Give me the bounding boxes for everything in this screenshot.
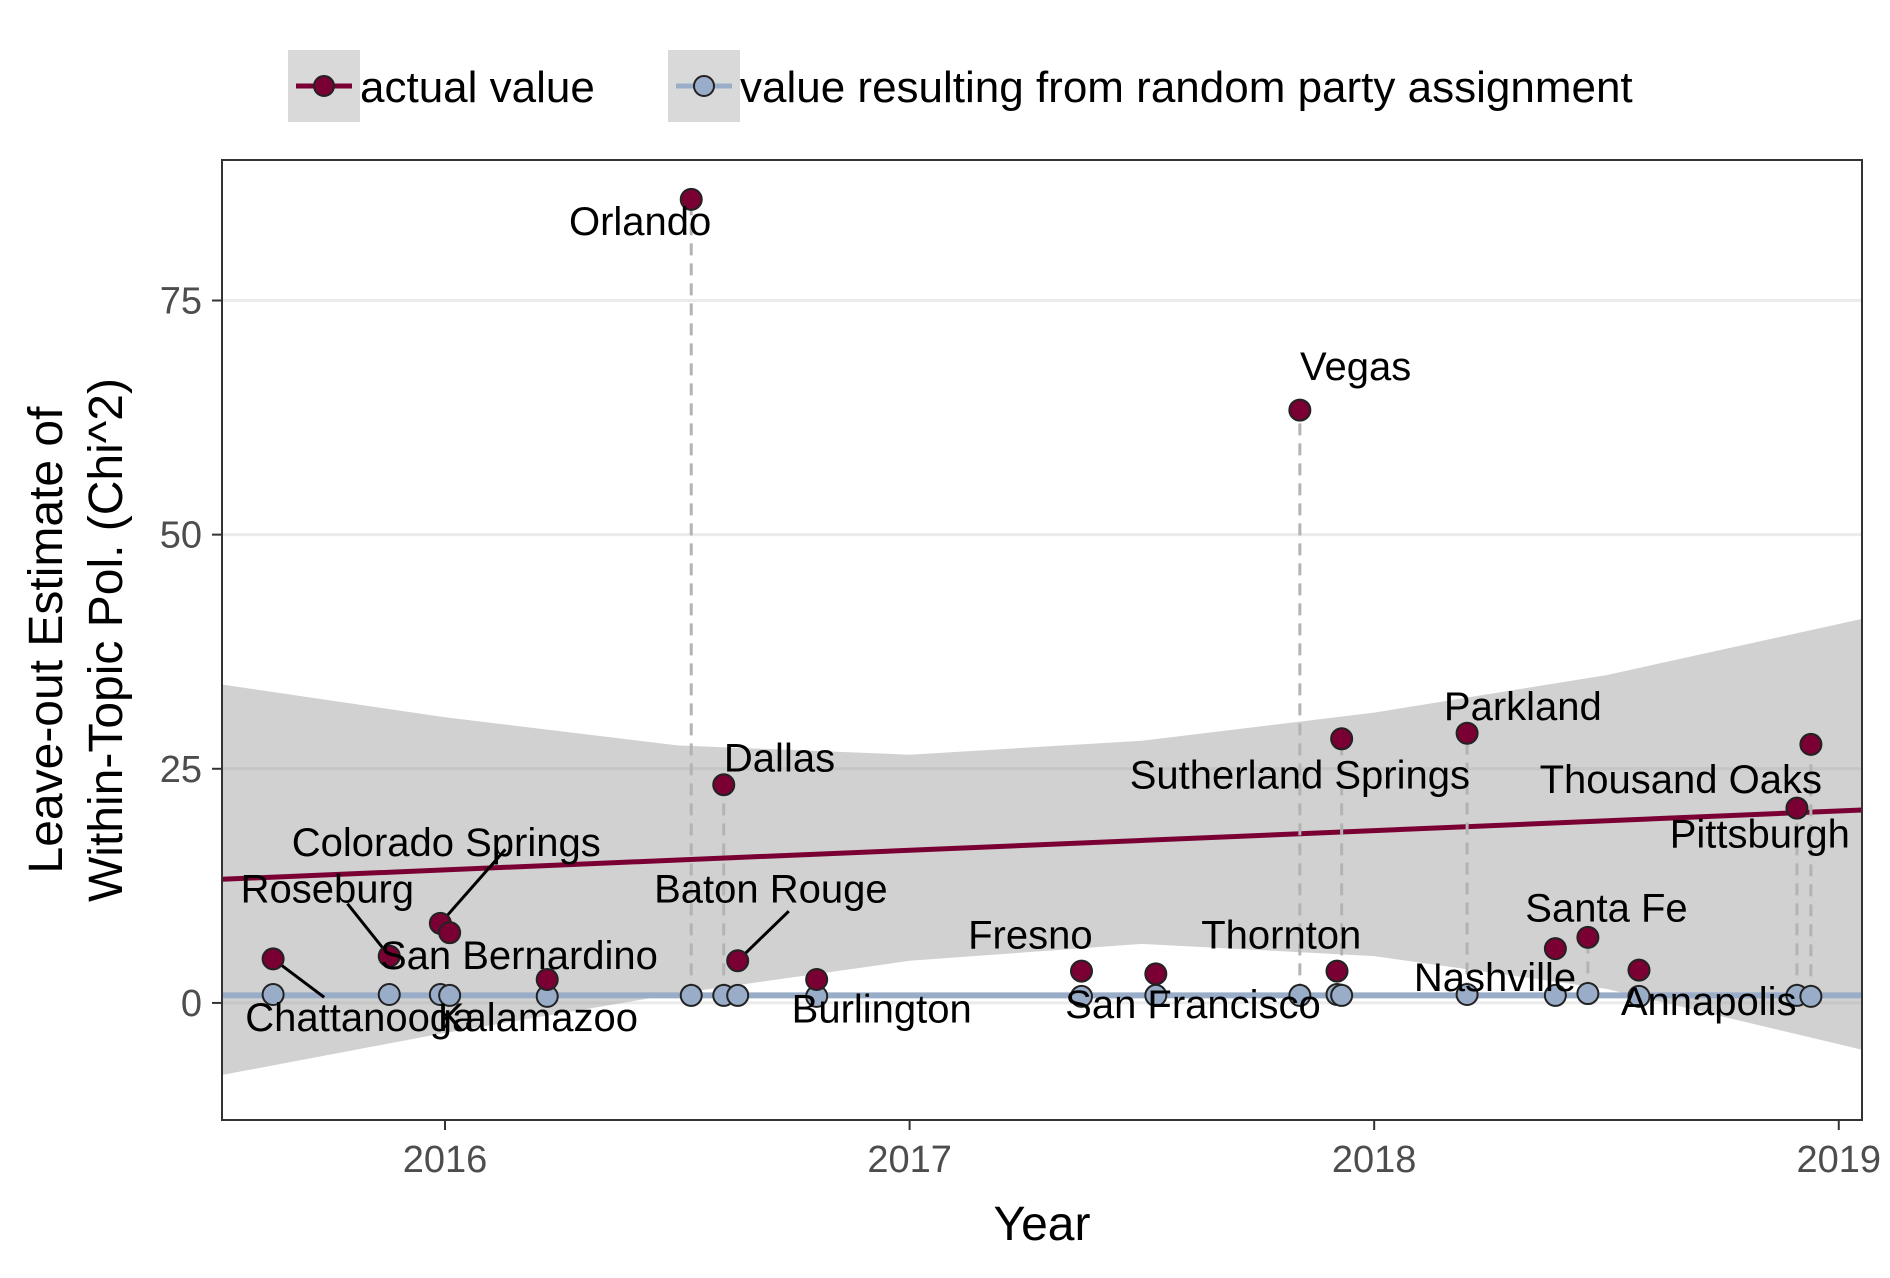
- random-point-16: [1576, 982, 1600, 1006]
- plot-panel-border: [221, 159, 1863, 1121]
- random-point-0: [261, 982, 285, 1006]
- x-tick-label-2016: 2016: [403, 1139, 488, 1181]
- y-axis-title-line-2: Within-Topic Pol. (Chi^2): [80, 378, 133, 902]
- actual-point-12: [1325, 959, 1349, 983]
- label-san-bernardino: San Bernardino: [380, 934, 658, 978]
- actual-point-16: [1576, 925, 1600, 949]
- label-roseburg: Roseburg: [241, 868, 414, 912]
- data-points-layer: [261, 187, 1823, 1008]
- actual-point-9: [1069, 959, 1093, 983]
- x-tick-label-2017: 2017: [867, 1139, 952, 1181]
- y-tick-label-25: 25: [160, 749, 202, 791]
- legend-key-random-marker: [693, 75, 715, 97]
- axes-layer: 2016 2017 2018 2019 0 25 50 75: [160, 280, 1881, 1181]
- actual-point-5: [679, 187, 703, 211]
- label-orlando: Orlando: [569, 200, 711, 244]
- city-labels-layer: Orlando Vegas Dallas Parkland Sutherland Spr…: [241, 200, 1850, 1040]
- legend-label-random: value resulting from random party assign…: [740, 63, 1633, 112]
- label-san-francisco: San Francisco: [1065, 983, 1321, 1027]
- actual-point-10: [1144, 962, 1168, 986]
- x-tick-label-2018: 2018: [1332, 1139, 1417, 1181]
- random-point-13: [1330, 983, 1354, 1007]
- actual-point-11: [1288, 398, 1312, 422]
- drop-lines-layer: [689, 199, 1813, 997]
- y-tick-label-0: 0: [181, 983, 202, 1025]
- label-baton-rouge: Baton Rouge: [654, 868, 888, 912]
- actual-point-8: [805, 968, 829, 992]
- random-point-19: [1799, 984, 1823, 1008]
- label-vegas: Vegas: [1300, 345, 1411, 389]
- actual-point-4: [535, 968, 559, 992]
- y-tick-label-75: 75: [160, 280, 202, 322]
- label-santa-fe: Santa Fe: [1525, 886, 1687, 930]
- actual-point-15: [1543, 937, 1567, 961]
- label-kalamazoo: Kalamazoo: [438, 996, 638, 1040]
- leader-line-3: [736, 910, 790, 962]
- actual-point-17: [1627, 958, 1651, 982]
- leader-line-2: [439, 848, 507, 925]
- legend-label-actual: actual value: [360, 63, 595, 112]
- random-point-11: [1288, 983, 1312, 1007]
- actual-point-0: [261, 947, 285, 971]
- random-point-5: [679, 983, 703, 1007]
- label-fresno: Fresno: [968, 914, 1093, 958]
- random-point-1: [377, 982, 401, 1006]
- actual-point-1: [377, 944, 401, 968]
- label-chattanooga: Chattanooga: [245, 996, 475, 1040]
- actual-point-18: [1785, 796, 1809, 820]
- y-axis-title-line-1: Leave-out Estimate of: [20, 406, 73, 874]
- label-nashville: Nashville: [1414, 956, 1576, 1000]
- actual-point-19: [1799, 732, 1823, 756]
- x-axis-title: Year: [994, 1198, 1091, 1251]
- label-burlington: Burlington: [792, 988, 972, 1032]
- random-point-3: [438, 983, 462, 1007]
- y-tick-label-50: 50: [160, 515, 202, 557]
- legend: actual value value resulting from random…: [288, 50, 1633, 122]
- label-parkland: Parkland: [1444, 685, 1602, 729]
- trend-line-actual: [221, 807, 1863, 882]
- label-annapolis: Annapolis: [1621, 980, 1797, 1024]
- legend-key-actual-marker: [313, 75, 335, 97]
- label-pittsburgh: Pittsburgh: [1670, 812, 1850, 856]
- random-point-15: [1543, 983, 1567, 1007]
- label-sutherland-springs: Sutherland Springs: [1130, 753, 1470, 797]
- x-tick-label-2019: 2019: [1796, 1139, 1881, 1181]
- random-point-7: [726, 983, 750, 1007]
- actual-point-6: [712, 773, 736, 797]
- actual-point-13: [1330, 727, 1354, 751]
- actual-point-7: [726, 949, 750, 973]
- label-thornton: Thornton: [1201, 914, 1361, 958]
- random-point-9: [1069, 984, 1093, 1008]
- random-point-17: [1627, 984, 1651, 1008]
- label-colorado-springs: Colorado Springs: [292, 821, 601, 865]
- label-thousand-oaks: Thousand Oaks: [1540, 758, 1822, 802]
- label-dallas: Dallas: [724, 737, 835, 781]
- actual-point-3: [438, 921, 462, 945]
- actual-point-14: [1455, 721, 1479, 745]
- random-point-14: [1455, 982, 1479, 1006]
